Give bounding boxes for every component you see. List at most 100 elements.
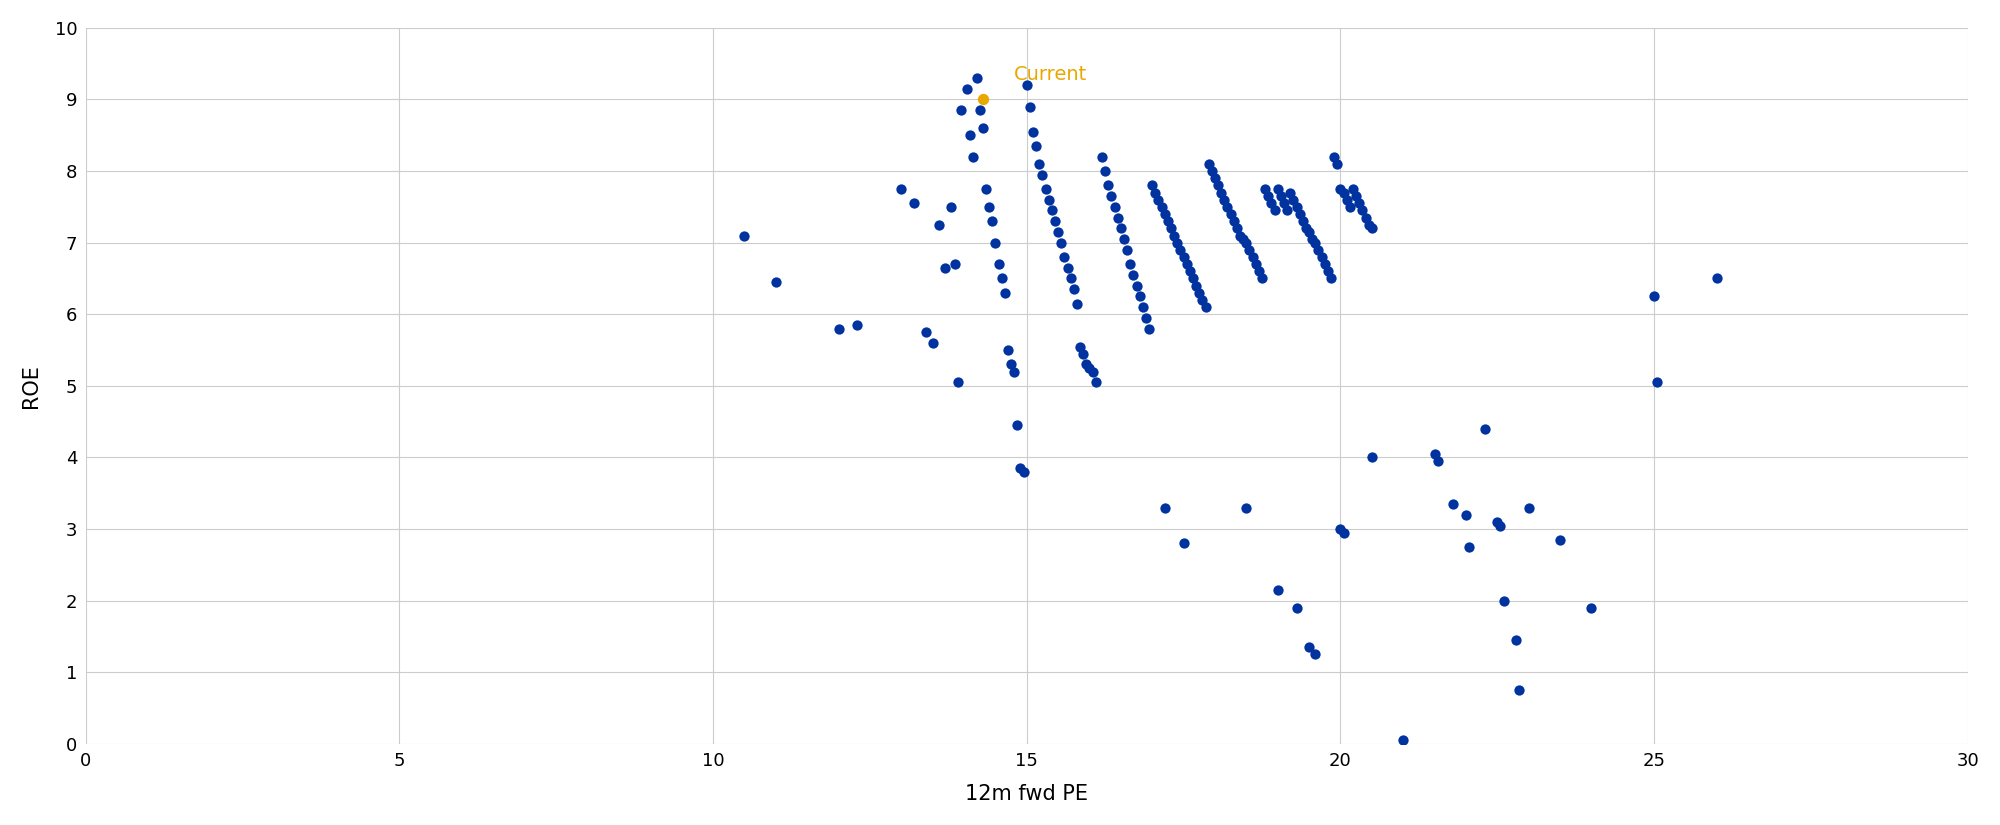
Point: [1064, 340, 1096, 353]
Point: [1112, 243, 1144, 257]
Point: [1058, 283, 1090, 296]
Point: [1286, 214, 1318, 228]
Point: [970, 182, 1002, 196]
Point: [1090, 164, 1122, 177]
Point: [1638, 290, 1670, 303]
Point: [1080, 375, 1112, 389]
Point: [1468, 422, 1500, 436]
Point: [980, 236, 1012, 249]
Point: [1482, 516, 1514, 529]
Point: [1334, 200, 1366, 214]
Point: [1190, 300, 1222, 314]
Point: [1340, 190, 1372, 203]
Point: [992, 343, 1024, 356]
Point: [1002, 418, 1034, 431]
Point: [1450, 508, 1482, 521]
Point: [1346, 204, 1378, 217]
Point: [1262, 182, 1294, 196]
Point: [1274, 186, 1306, 199]
Point: [1198, 172, 1230, 185]
Point: [1068, 347, 1100, 361]
X-axis label: 12m fwd PE: 12m fwd PE: [966, 785, 1088, 804]
Point: [1206, 186, 1238, 199]
Point: [1174, 265, 1206, 278]
Point: [1300, 236, 1332, 249]
Point: [1148, 207, 1180, 220]
Point: [1212, 200, 1244, 214]
Point: [1302, 243, 1334, 257]
Point: [1294, 641, 1326, 654]
Point: [1228, 233, 1260, 246]
Point: [1046, 236, 1078, 249]
Point: [1422, 455, 1454, 468]
Point: [1356, 222, 1388, 235]
Point: [1388, 733, 1420, 747]
Point: [1208, 193, 1240, 206]
Point: [1284, 207, 1316, 220]
Point: [1048, 251, 1080, 264]
Point: [1086, 150, 1118, 163]
Point: [1236, 251, 1268, 264]
Point: [1352, 218, 1384, 231]
Point: [1322, 158, 1354, 171]
Point: [1240, 257, 1272, 271]
Point: [1280, 200, 1312, 214]
Point: [1336, 182, 1368, 196]
Point: [1544, 533, 1576, 546]
Point: [1294, 225, 1326, 238]
Point: [1642, 375, 1674, 389]
Point: [1004, 462, 1036, 475]
Point: [1272, 204, 1304, 217]
Point: [1152, 214, 1184, 228]
Point: [898, 196, 930, 210]
Point: [930, 262, 962, 275]
Point: [1196, 164, 1228, 177]
Point: [982, 257, 1014, 271]
Point: [1014, 100, 1046, 113]
Point: [958, 150, 990, 163]
Point: [1242, 265, 1274, 278]
Point: [1202, 179, 1234, 192]
Point: [1278, 193, 1310, 206]
Point: [1290, 222, 1322, 235]
Point: [1252, 190, 1284, 203]
Point: [1500, 634, 1532, 647]
Point: [1136, 179, 1168, 192]
Point: [1140, 186, 1172, 199]
Point: [728, 229, 760, 242]
Point: [1330, 193, 1362, 206]
Point: [1296, 233, 1328, 246]
Point: [986, 272, 1018, 285]
Point: [1250, 182, 1282, 196]
Point: [1124, 290, 1156, 303]
Point: [996, 358, 1028, 371]
Point: [976, 214, 1008, 228]
Point: [1032, 193, 1064, 206]
Point: [1576, 601, 1608, 615]
Point: [1306, 251, 1338, 264]
Point: [1418, 447, 1450, 460]
Point: [1130, 311, 1162, 324]
Point: [938, 257, 970, 271]
Point: [1268, 196, 1300, 210]
Point: [1020, 139, 1052, 153]
Text: Current: Current: [1014, 65, 1088, 84]
Point: [1060, 297, 1092, 310]
Point: [1104, 222, 1136, 235]
Point: [822, 322, 854, 335]
Point: [1070, 358, 1102, 371]
Point: [1224, 229, 1256, 242]
Point: [1246, 272, 1278, 285]
Point: [1512, 501, 1544, 514]
Point: [1038, 214, 1070, 228]
Point: [966, 93, 998, 106]
Point: [1356, 451, 1388, 464]
Point: [910, 326, 942, 339]
Point: [1262, 583, 1294, 596]
Point: [1264, 190, 1296, 203]
Point: [1030, 182, 1062, 196]
Point: [922, 218, 954, 231]
Y-axis label: ROE: ROE: [20, 364, 40, 408]
Point: [1350, 211, 1382, 224]
Point: [1098, 200, 1130, 214]
